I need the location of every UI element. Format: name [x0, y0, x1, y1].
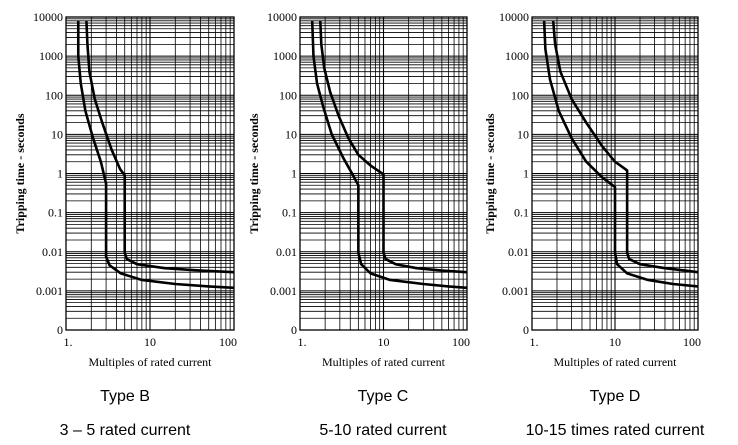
- x-axis-title: Multiples of rated current: [322, 355, 446, 369]
- chart-panel-1: 10000 1000 100 10 1 0.1 0.01 0.001 01. 10 100 Multi…: [13, 10, 237, 439]
- y-tick-label: 0.1: [282, 206, 297, 220]
- y-tick-label: 10000: [499, 10, 529, 24]
- chart-panel-3: 10000 1000 100 10 1 0.1 0.01 0.001 01. 10 100 Multi…: [483, 10, 705, 439]
- y-tick-label: 0: [291, 323, 297, 337]
- y-tick-label: 10: [51, 127, 63, 141]
- y-tick-label: 1000: [273, 49, 297, 63]
- plot-frame: [531, 16, 699, 331]
- y-tick-label: 0.001: [502, 284, 529, 298]
- y-tick-label: 0.001: [36, 284, 63, 298]
- trip-curve-upper-bound: [318, 20, 468, 274]
- plot-frame: [299, 16, 468, 331]
- chart-type-subtitle: 5-10 rated current: [319, 422, 447, 439]
- y-tick-label: 1: [57, 167, 63, 181]
- x-tick-label: 100: [683, 335, 701, 349]
- y-tick-label: 100: [279, 88, 297, 102]
- trip-curve-lower-bound: [76, 20, 235, 290]
- y-tick-label: 1000: [39, 49, 63, 63]
- x-tick-label: 1.: [64, 335, 73, 349]
- y-tick-label: 1: [523, 167, 529, 181]
- trip-curve-upper-bound: [551, 20, 699, 274]
- chart-type-title: Type D: [590, 388, 641, 405]
- x-axis-title: Multiples of rated current: [554, 355, 678, 369]
- x-tick-label: 1.: [298, 335, 307, 349]
- trip-curve-upper-bound: [85, 20, 235, 274]
- y-tick-label: 1: [291, 167, 297, 181]
- chart-type-subtitle: 10-15 times rated current: [526, 422, 705, 439]
- y-tick-label: 0.01: [42, 245, 63, 259]
- y-tick-label: 0.01: [276, 245, 297, 259]
- x-tick-label: 10: [609, 335, 621, 349]
- chart-type-title: Type B: [100, 388, 150, 405]
- chart-type-subtitle: 3 – 5 rated current: [60, 422, 191, 439]
- y-tick-label: 10000: [33, 10, 63, 24]
- x-axis-title: Multiples of rated current: [89, 355, 213, 369]
- trip-curve-lower-bound: [310, 20, 468, 290]
- y-tick-label: 10: [285, 127, 297, 141]
- trip-curve-lower-bound: [542, 20, 699, 288]
- chart-type-title: Type C: [358, 388, 409, 405]
- y-axis-title: Tripping time - seconds: [483, 113, 497, 233]
- chart-panel-2: 10000 1000 100 10 1 0.1 0.01 0.001 01. 10 100 Multi…: [247, 10, 470, 439]
- x-tick-label: 100: [219, 335, 237, 349]
- y-tick-label: 0.01: [508, 245, 529, 259]
- x-tick-label: 100: [452, 335, 470, 349]
- y-tick-label: 100: [45, 88, 63, 102]
- x-tick-label: 10: [144, 335, 156, 349]
- y-tick-label: 0: [57, 323, 63, 337]
- y-tick-label: 0: [523, 323, 529, 337]
- y-tick-label: 1000: [505, 49, 529, 63]
- y-tick-label: 10000: [267, 10, 297, 24]
- y-tick-label: 0.1: [514, 206, 529, 220]
- x-tick-label: 1.: [530, 335, 539, 349]
- y-tick-label: 0.1: [48, 206, 63, 220]
- y-axis-title: Tripping time - seconds: [247, 113, 261, 233]
- plot-frame: [65, 16, 235, 331]
- y-axis-title: Tripping time - seconds: [13, 113, 27, 233]
- y-tick-label: 100: [511, 88, 529, 102]
- y-tick-label: 0.001: [270, 284, 297, 298]
- x-tick-label: 10: [378, 335, 390, 349]
- y-tick-label: 10: [517, 127, 529, 141]
